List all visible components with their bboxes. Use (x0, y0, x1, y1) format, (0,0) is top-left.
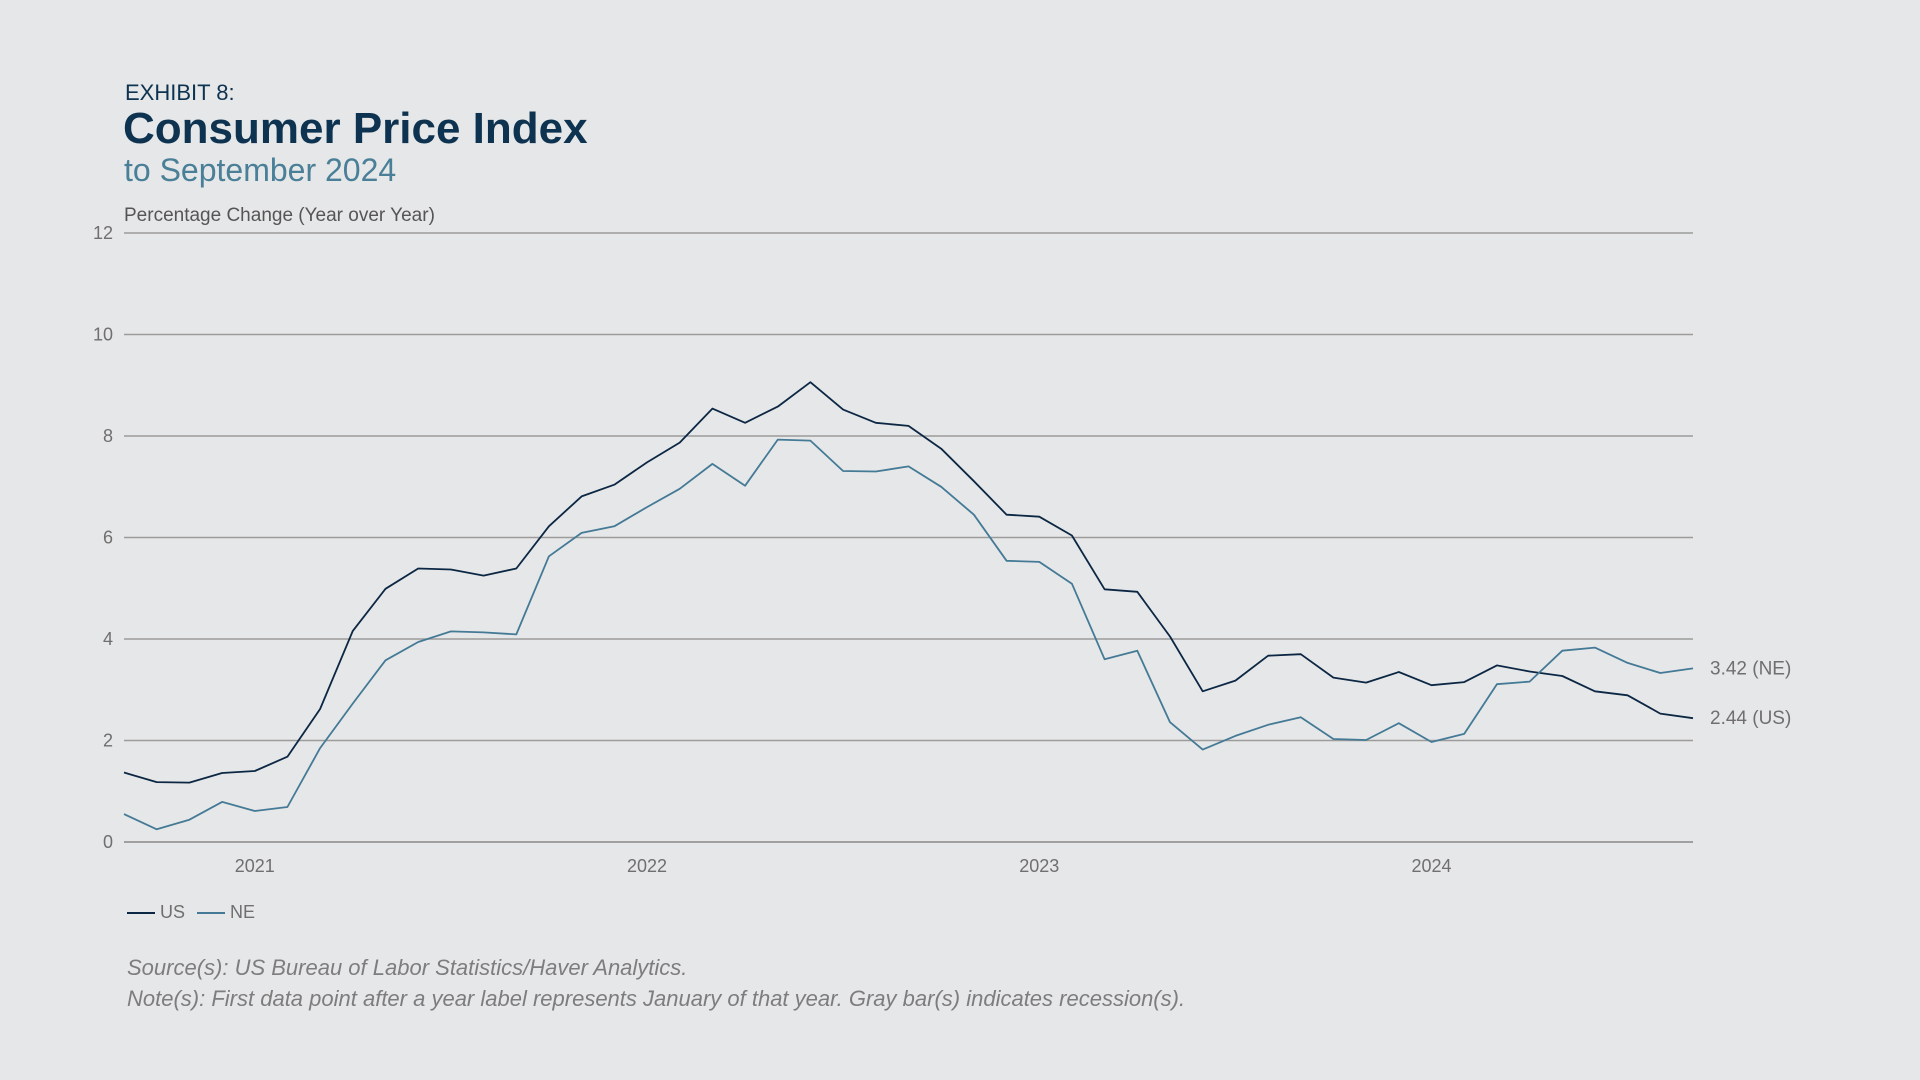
chart-subtitle: to September 2024 (124, 152, 397, 188)
y-tick-labels: 0 2 4 6 8 10 12 (93, 223, 113, 852)
y-tick-label: 12 (93, 223, 113, 243)
y-axis-title: Percentage Change (Year over Year) (124, 205, 435, 226)
y-tick-label: 4 (103, 629, 113, 649)
series-line-ne (123, 438, 1694, 831)
y-tick-label: 2 (103, 731, 113, 751)
legend-label-us: US (160, 902, 186, 922)
legend-label-ne: NE (230, 902, 256, 922)
source-note: Source(s): US Bureau of Labor Statistics… (127, 955, 688, 980)
x-tick-label: 2023 (1019, 856, 1059, 876)
footnotes: Source(s): US Bureau of Labor Statistics… (127, 952, 1185, 1014)
series-lines (123, 381, 1694, 831)
y-tick-label: 0 (103, 832, 113, 852)
chart-title: Consumer Price Index (123, 104, 588, 153)
end-labels: 2.44 (US) 3.42 (NE) (1710, 658, 1791, 729)
gridlines (124, 232, 1693, 843)
y-tick-label: 10 (93, 325, 113, 345)
y-tick-label: 6 (103, 528, 113, 548)
end-label-us: 2.44 (US) (1710, 708, 1791, 729)
x-tick-labels: 2021 2022 2023 2024 (235, 856, 1452, 876)
end-label-ne: 3.42 (NE) (1710, 658, 1791, 679)
series-line-us (123, 381, 1694, 784)
x-tick-label: 2024 (1411, 856, 1451, 876)
legend-item-us: US (127, 902, 185, 923)
exhibit-label: EXHIBIT 8: (125, 80, 235, 105)
legend-swatch-ne (197, 911, 226, 914)
legend: US NE (127, 902, 255, 923)
legend-swatch-us (127, 911, 155, 914)
note-text: Note(s): First data point after a year l… (127, 986, 1186, 1011)
x-tick-label: 2021 (235, 856, 275, 876)
y-tick-label: 8 (103, 426, 113, 446)
legend-item-ne: NE (197, 902, 255, 923)
x-tick-label: 2022 (627, 856, 667, 876)
